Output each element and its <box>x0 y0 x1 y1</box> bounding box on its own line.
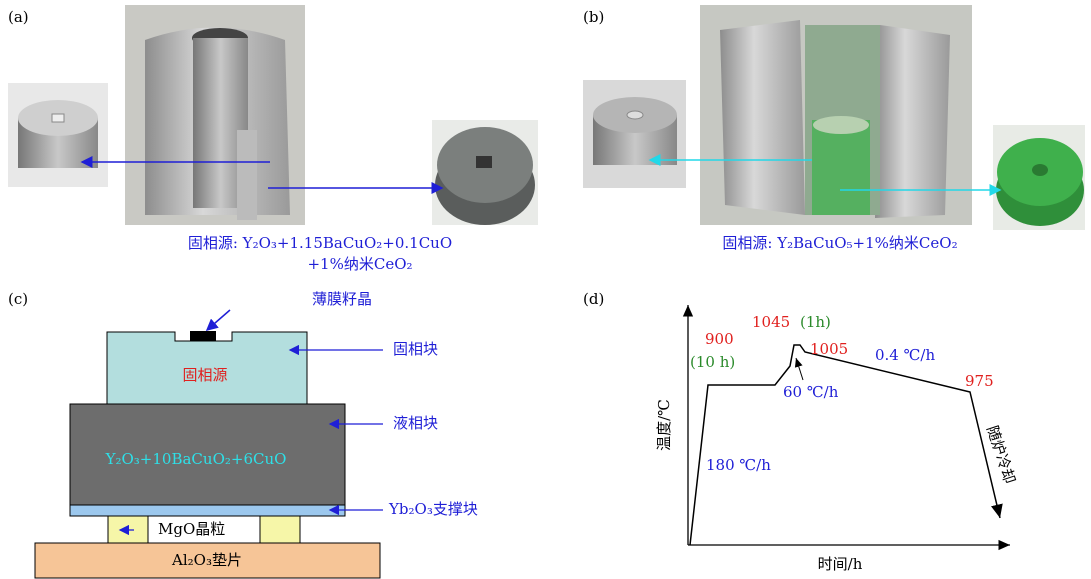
temp-label: 975 <box>965 372 994 390</box>
sample-a-left <box>8 83 108 187</box>
panel-label: (d) <box>583 290 604 308</box>
hold-label: (1h) <box>800 313 831 331</box>
cooling-label: 随炉冷却 <box>983 423 1019 486</box>
solid-block-label: 固相块 <box>393 340 438 358</box>
temp-label: 1005 <box>810 340 848 358</box>
support-label: Yb₂O₃支撑块 <box>388 500 478 518</box>
solid-source-text: 固相源 <box>182 366 227 384</box>
y-axis-label: 温度/℃ <box>655 399 673 451</box>
seed <box>190 331 216 341</box>
temp-label: 900 <box>705 330 734 348</box>
liquid-text: Y₂O₃+10BaCuO₂+6CuO <box>105 450 287 468</box>
sample-b-right <box>993 125 1085 230</box>
seed-label: 薄膜籽晶 <box>312 290 372 308</box>
panel-label: (b) <box>583 8 604 26</box>
temp-label: 1045 <box>752 313 790 331</box>
x-axis-label: 时间/h <box>818 555 863 573</box>
caption: +1%纳米CeO₂ <box>307 255 412 273</box>
mgo-label: MgO晶粒 <box>158 520 225 538</box>
liquid-block-label: 液相块 <box>393 414 438 432</box>
arrow <box>796 358 803 380</box>
panel-label: (a) <box>8 8 29 26</box>
figure: (a) 固相源: Y₂O₃+1.15BaCuO₂+0.1CuO +1%纳米CeO… <box>0 0 1091 579</box>
photo-a <box>125 5 305 225</box>
sample-b-left <box>583 80 686 188</box>
temperature-profile <box>690 345 1000 545</box>
sample-a-right <box>432 120 538 225</box>
pad-label: Al₂O₃垫片 <box>171 551 242 569</box>
hold-label: (10 h) <box>690 353 735 371</box>
rate-label: 0.4 ℃/h <box>875 346 935 364</box>
rate-label: 60 ℃/h <box>783 383 839 401</box>
rate-label: 180 ℃/h <box>706 456 771 474</box>
caption: 固相源: Y₂BaCuO₅+1%纳米CeO₂ <box>722 234 957 252</box>
caption: 固相源: Y₂O₃+1.15BaCuO₂+0.1CuO <box>188 234 452 252</box>
support-block <box>70 505 345 516</box>
mgo-grain <box>260 516 300 543</box>
photo-b <box>700 5 972 225</box>
arrow <box>207 310 230 330</box>
panel-label: (c) <box>8 290 28 308</box>
